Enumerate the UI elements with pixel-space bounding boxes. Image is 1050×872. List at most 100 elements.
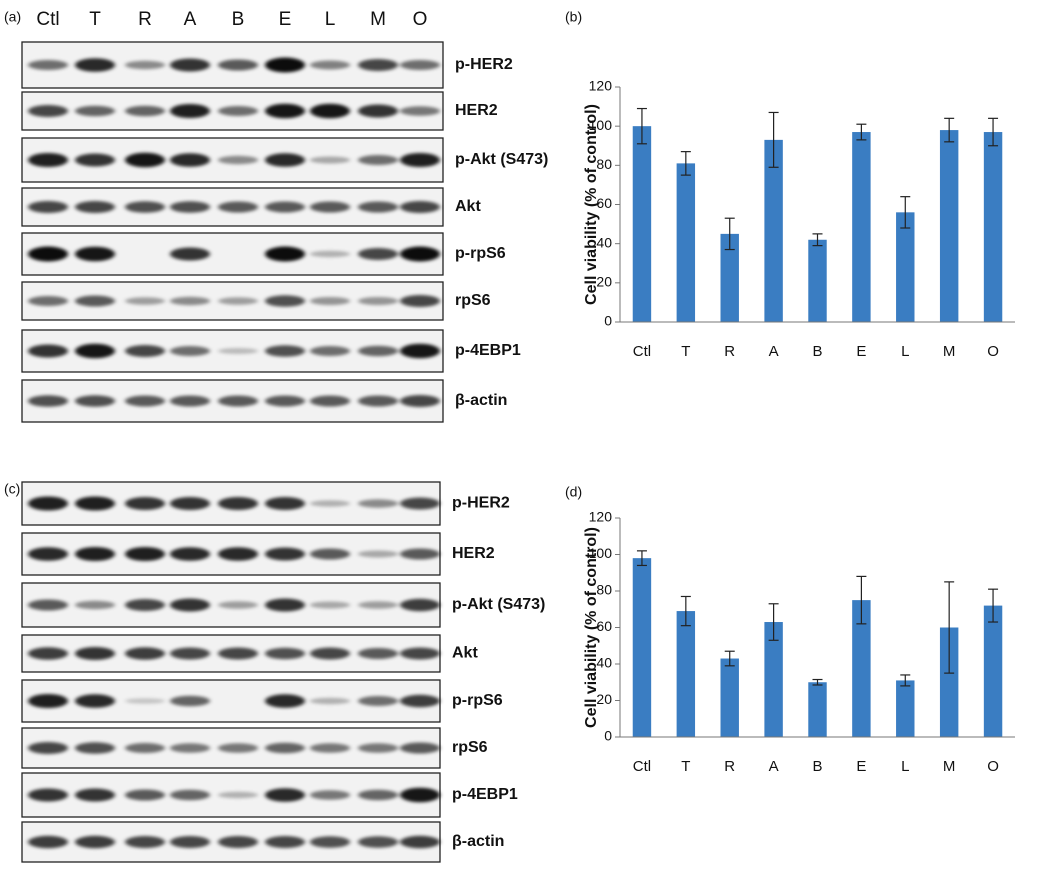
bar (808, 682, 827, 737)
row-label: β-actin (455, 392, 507, 409)
band (218, 743, 258, 753)
band (125, 201, 165, 213)
error-bar (988, 588, 999, 623)
band (170, 153, 210, 167)
band (310, 201, 350, 213)
band (265, 201, 305, 213)
band (358, 601, 398, 609)
row-label: p-rpS6 (455, 245, 506, 262)
bar (939, 627, 959, 737)
blot-bands (28, 835, 440, 849)
blot-bands (28, 343, 440, 359)
band (28, 496, 68, 511)
bar (939, 130, 959, 322)
band (75, 835, 115, 849)
x-tick-label: L (901, 758, 909, 775)
panel-label: (a) (4, 9, 21, 25)
band (170, 789, 210, 801)
x-tick-label: E (856, 343, 866, 360)
lane-label: Ctl (36, 9, 59, 30)
band (310, 103, 350, 119)
error-bar (856, 575, 867, 625)
band (75, 295, 115, 307)
band (358, 743, 398, 753)
row-label: Akt (452, 645, 478, 662)
band (265, 694, 305, 708)
band (358, 345, 398, 357)
band (358, 550, 398, 558)
band (218, 201, 258, 213)
y-axis-title: Cell viability (% of control) (583, 527, 600, 728)
lane-label: M (370, 9, 386, 30)
band (400, 742, 440, 754)
band (75, 496, 115, 511)
band (218, 297, 258, 305)
error-bar (680, 595, 691, 627)
band (75, 343, 115, 359)
row-label: β-actin (452, 833, 504, 850)
band (170, 598, 210, 612)
band (28, 246, 68, 262)
band (400, 295, 440, 307)
band (400, 106, 440, 116)
lane-label: E (279, 9, 292, 30)
band (218, 155, 258, 165)
bar (676, 611, 696, 737)
x-tick-label: O (987, 343, 999, 360)
band (170, 296, 210, 306)
band (28, 105, 68, 117)
band (265, 742, 305, 754)
band (358, 201, 398, 213)
band (125, 836, 165, 848)
band (28, 694, 68, 708)
band (358, 395, 398, 407)
band (310, 250, 350, 258)
band (125, 743, 165, 753)
x-tick-label: L (901, 343, 909, 360)
band (170, 201, 210, 213)
band (170, 104, 210, 118)
blot-bands (28, 694, 440, 708)
bar (896, 680, 915, 737)
row-label: p-HER2 (455, 56, 513, 73)
band (310, 697, 350, 705)
band (125, 647, 165, 660)
band (28, 395, 68, 407)
bar (632, 558, 652, 737)
y-tick-label: 100 (589, 117, 613, 133)
error-bar (944, 581, 955, 674)
band (125, 60, 165, 70)
bar (720, 658, 739, 737)
y-tick-label: 100 (589, 545, 613, 561)
x-tick-label: Ctl (633, 343, 651, 360)
x-tick-label: B (812, 343, 822, 360)
y-tick-label: 80 (596, 156, 612, 172)
blot-bands (28, 787, 440, 803)
blot-bands (28, 547, 440, 561)
band (75, 395, 115, 407)
band (400, 497, 440, 510)
band (170, 836, 210, 848)
error-bar (724, 217, 735, 251)
band (265, 598, 305, 612)
error-bar (812, 233, 823, 247)
panel-label: (c) (4, 481, 20, 497)
band (265, 497, 305, 510)
band (218, 836, 258, 848)
band (28, 296, 68, 306)
band (28, 788, 68, 802)
band (310, 156, 350, 164)
band (28, 742, 68, 754)
band (28, 835, 68, 849)
error-bar (900, 196, 911, 229)
x-tick-label: E (856, 758, 866, 775)
band (400, 598, 440, 612)
band (358, 248, 398, 260)
y-tick-label: 120 (589, 78, 613, 94)
band (265, 295, 305, 307)
band (358, 104, 398, 118)
band (28, 201, 68, 213)
band (265, 836, 305, 848)
bar (764, 622, 783, 737)
